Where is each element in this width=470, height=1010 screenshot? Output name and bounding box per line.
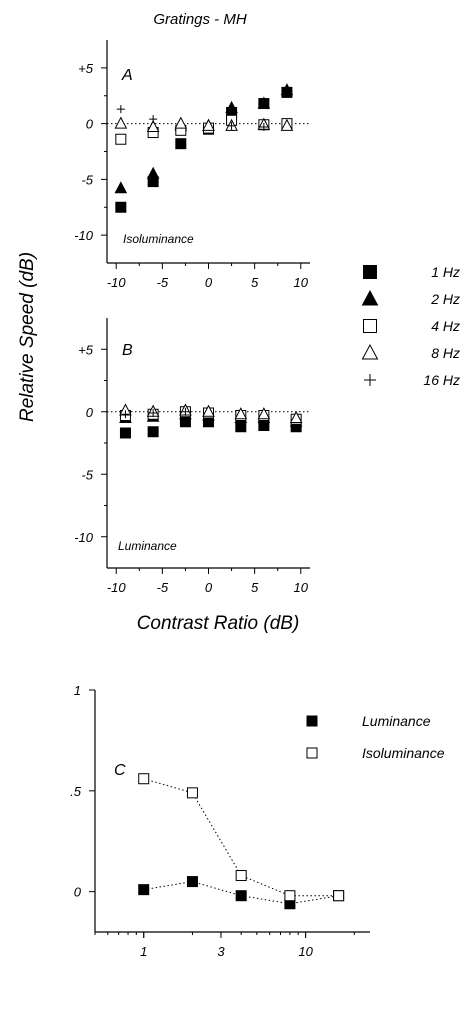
data-point — [121, 410, 130, 419]
y-tick-label: 0 — [86, 117, 94, 132]
x-tick-label: -5 — [157, 275, 169, 290]
legend-label: Isoluminance — [362, 745, 445, 761]
data-point — [138, 773, 150, 785]
legend-label: 16 Hz — [423, 372, 460, 388]
data-point — [114, 116, 128, 129]
data-point — [114, 181, 128, 194]
legend-marker — [364, 374, 376, 386]
legend-label: 4 Hz — [431, 318, 460, 334]
data-point — [235, 890, 247, 902]
y-tick-label: 1 — [74, 683, 81, 698]
data-point — [235, 421, 247, 433]
data-point — [149, 115, 158, 124]
data-point — [202, 118, 215, 131]
series-2-hz — [114, 83, 294, 194]
data-point — [284, 890, 296, 902]
panel-a-plot: A +5 0 -5 -10 -10 -5 0 5 10 Isoluminance — [74, 40, 310, 290]
y-tick-label: 0 — [74, 885, 82, 900]
panel-annotation: Isoluminance — [123, 232, 194, 246]
data-point — [116, 105, 125, 114]
series-luminance — [138, 876, 345, 910]
y-tick-label: +5 — [78, 61, 94, 76]
x-tick-label: 10 — [298, 944, 313, 959]
data-point — [146, 119, 160, 132]
data-point — [138, 884, 150, 896]
data-point — [147, 426, 159, 438]
legend-marker — [361, 289, 379, 306]
data-point — [257, 407, 271, 420]
y-tick-label: -5 — [81, 172, 93, 187]
y-tick-label: .5 — [70, 784, 82, 799]
data-point — [186, 876, 198, 888]
data-point — [149, 409, 158, 417]
data-point — [289, 410, 303, 423]
panel-label: A — [121, 67, 133, 84]
panel-c-legend: Luminance Isoluminance — [306, 713, 445, 761]
data-point — [259, 122, 268, 131]
x-tick-label: 0 — [205, 580, 213, 595]
y-tick-label: -10 — [74, 530, 94, 545]
legend-label: 8 Hz — [431, 345, 460, 361]
frequency-legend: 1 Hz 2 Hz 4 Hz 8 Hz 16 Hz — [361, 264, 460, 388]
y-tick-label: -10 — [74, 228, 94, 243]
series-isoluminance — [138, 773, 345, 902]
y-tick-label: +5 — [78, 342, 94, 357]
y-tick-label: 0 — [86, 405, 94, 420]
x-tick-label: -10 — [107, 275, 127, 290]
data-point — [333, 890, 345, 902]
x-tick-label: 5 — [251, 580, 259, 595]
data-point — [227, 121, 236, 130]
panel-label: C — [114, 762, 126, 779]
x-tick-label: 1 — [140, 944, 147, 959]
data-point — [119, 427, 131, 439]
legend-label: 1 Hz — [431, 264, 460, 280]
data-point — [174, 116, 188, 129]
x-tick-label: 3 — [217, 944, 225, 959]
legend-label: Luminance — [362, 713, 431, 729]
panel-label: B — [122, 342, 133, 359]
data-point — [225, 100, 238, 114]
data-point — [186, 787, 198, 799]
shared-y-axis-label: Relative Speed (dB) — [17, 252, 38, 422]
y-tick-label: -5 — [81, 467, 93, 482]
legend-label: 2 Hz — [430, 291, 460, 307]
data-point — [181, 407, 190, 416]
data-point — [115, 133, 127, 145]
legend-marker — [306, 747, 318, 759]
series-16-hz — [121, 407, 190, 419]
data-point — [257, 96, 271, 109]
data-point — [175, 138, 187, 150]
data-point — [280, 83, 294, 96]
data-point — [280, 118, 294, 131]
data-point — [202, 404, 215, 417]
data-point — [115, 201, 127, 213]
x-tick-label: 10 — [294, 580, 309, 595]
figure-title: Gratings - MH — [153, 11, 247, 28]
x-tick-label: -5 — [157, 580, 169, 595]
shared-x-axis-label: Contrast Ratio (dB) — [137, 613, 300, 634]
panel-c-plot: C 1 .5 0 1 3 10 Luminance Isoluminance — [70, 683, 445, 959]
data-point — [235, 870, 247, 882]
data-point — [146, 166, 160, 179]
x-tick-label: -10 — [107, 580, 127, 595]
legend-marker — [306, 715, 318, 727]
data-point — [234, 407, 248, 420]
x-tick-label: 5 — [251, 275, 259, 290]
legend-marker — [361, 343, 379, 360]
panel-b-plot: B +5 0 -5 -10 -10 -5 0 5 10 Luminance — [74, 318, 310, 595]
x-tick-label: 0 — [205, 275, 213, 290]
legend-marker — [363, 265, 377, 279]
legend-marker — [363, 319, 377, 333]
panel-annotation: Luminance — [118, 539, 177, 553]
x-tick-label: 10 — [294, 275, 309, 290]
series-16-hz — [116, 105, 268, 131]
